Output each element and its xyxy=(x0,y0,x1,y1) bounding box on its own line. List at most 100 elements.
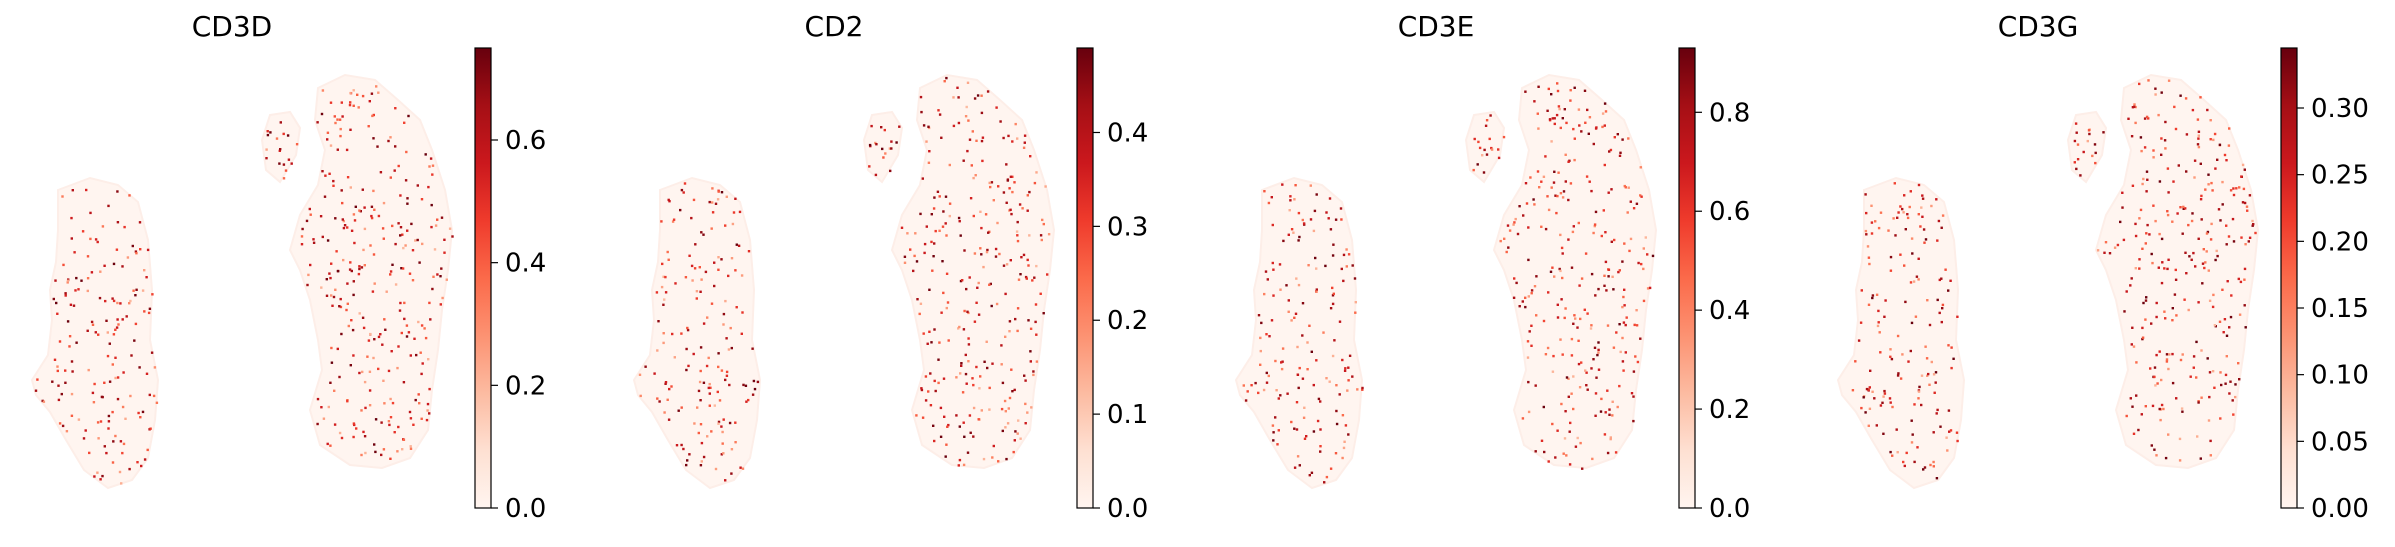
cell-point xyxy=(1028,234,1031,237)
cell-point xyxy=(741,311,744,314)
cell-point xyxy=(2138,82,2141,86)
cell-point xyxy=(2165,360,2169,363)
cell-point xyxy=(1921,194,1924,197)
cell-point xyxy=(933,242,936,245)
cell-point xyxy=(1621,260,1624,263)
cell-point xyxy=(1317,397,1321,401)
cell-point xyxy=(1910,441,1914,444)
cell-point xyxy=(1334,218,1338,221)
cell-point xyxy=(1577,221,1580,225)
cell-point xyxy=(722,312,726,316)
cell-point xyxy=(2141,336,2145,339)
cell-point xyxy=(2116,243,2120,247)
cell-point xyxy=(1297,386,1300,390)
cell-point xyxy=(882,156,885,159)
cell-point xyxy=(1472,168,1475,172)
cell-point xyxy=(1489,114,1492,117)
cell-point xyxy=(406,229,409,232)
cell-point xyxy=(995,302,999,306)
cell-point xyxy=(1345,248,1348,251)
cell-point xyxy=(1949,279,1952,282)
cell-point xyxy=(1310,350,1313,353)
cell-point xyxy=(349,101,352,104)
cell-point xyxy=(1003,399,1007,403)
cell-point xyxy=(1590,189,1593,193)
cell-point xyxy=(1014,122,1017,126)
cell-point xyxy=(372,253,376,256)
cell-point xyxy=(391,224,394,228)
cell-point xyxy=(399,226,403,229)
cell-point xyxy=(387,369,391,373)
cell-point xyxy=(725,374,729,377)
cell-point xyxy=(2242,187,2246,191)
cell-point xyxy=(997,185,1000,188)
cell-point xyxy=(1530,324,1533,327)
cell-point xyxy=(129,299,132,303)
cell-point xyxy=(64,381,67,384)
cell-point xyxy=(962,159,965,162)
cell-point xyxy=(1294,184,1297,187)
cell-point xyxy=(1023,374,1026,377)
cell-point xyxy=(106,354,110,358)
cell-point xyxy=(943,415,946,418)
cell-point xyxy=(938,341,941,344)
cell-point xyxy=(335,250,338,253)
cell-point xyxy=(2243,304,2246,307)
cell-point xyxy=(393,431,396,434)
cell-point xyxy=(330,294,333,297)
cell-point xyxy=(128,302,131,305)
cell-point xyxy=(1877,309,1880,313)
cell-point xyxy=(992,199,995,202)
cell-point xyxy=(134,322,138,326)
cell-point xyxy=(1864,193,1867,196)
cell-point xyxy=(945,306,948,310)
cell-point xyxy=(1955,431,1959,434)
cell-point xyxy=(1034,303,1038,306)
cell-point xyxy=(336,347,339,351)
cell-point xyxy=(338,431,342,435)
cell-point xyxy=(2181,410,2184,413)
cell-point xyxy=(2174,127,2178,131)
cell-point xyxy=(282,132,285,136)
cell-point xyxy=(339,305,343,309)
cell-point xyxy=(362,430,365,434)
cell-point xyxy=(1001,381,1005,385)
cell-point xyxy=(1920,403,1923,407)
cell-point xyxy=(1016,329,1019,333)
cell-point xyxy=(358,371,361,375)
cell-point xyxy=(2133,105,2136,108)
cell-point xyxy=(1874,220,1877,223)
cell-point xyxy=(734,269,737,272)
cell-point xyxy=(1606,389,1609,392)
cell-point xyxy=(1610,188,1613,191)
cell-point xyxy=(55,301,58,305)
cell-point xyxy=(697,389,701,393)
cell-point xyxy=(1636,360,1640,364)
cell-point xyxy=(90,271,94,274)
cell-point xyxy=(403,121,406,124)
cell-point xyxy=(352,422,356,425)
cell-point xyxy=(955,414,958,417)
cell-point xyxy=(1892,217,1895,220)
cell-point xyxy=(2214,258,2217,262)
cell-point xyxy=(2144,405,2147,408)
cell-point xyxy=(696,406,699,409)
cell-point xyxy=(1871,296,1874,300)
cell-point xyxy=(1332,243,1335,246)
cell-point xyxy=(1016,432,1019,435)
cell-point xyxy=(1014,430,1017,433)
cell-point xyxy=(427,185,430,189)
cell-point xyxy=(151,293,154,296)
cell-point xyxy=(2192,366,2195,369)
cell-point xyxy=(368,370,372,373)
cell-point xyxy=(944,222,947,225)
cell-point xyxy=(2213,386,2216,389)
cell-point xyxy=(2176,212,2179,215)
cell-point xyxy=(2214,167,2217,170)
cell-point xyxy=(424,336,428,340)
expression-points xyxy=(1851,79,2257,480)
cell-point xyxy=(391,263,394,266)
cell-point xyxy=(938,229,941,232)
cell-point xyxy=(1888,397,1892,400)
